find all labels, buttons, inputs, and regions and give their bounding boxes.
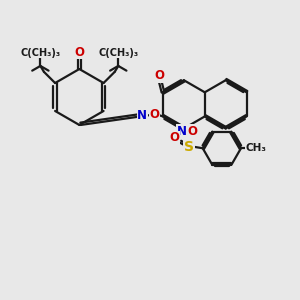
Text: C(CH₃)₃: C(CH₃)₃ bbox=[20, 48, 60, 58]
Text: S: S bbox=[184, 140, 194, 154]
Text: O: O bbox=[150, 109, 160, 122]
Text: O: O bbox=[74, 46, 84, 59]
Text: N: N bbox=[176, 125, 187, 138]
Text: O: O bbox=[154, 69, 164, 82]
Text: C(CH₃)₃: C(CH₃)₃ bbox=[98, 48, 138, 58]
Text: N: N bbox=[137, 109, 147, 122]
Text: O: O bbox=[169, 131, 179, 144]
Text: CH₃: CH₃ bbox=[245, 143, 266, 153]
Text: O: O bbox=[188, 125, 197, 138]
